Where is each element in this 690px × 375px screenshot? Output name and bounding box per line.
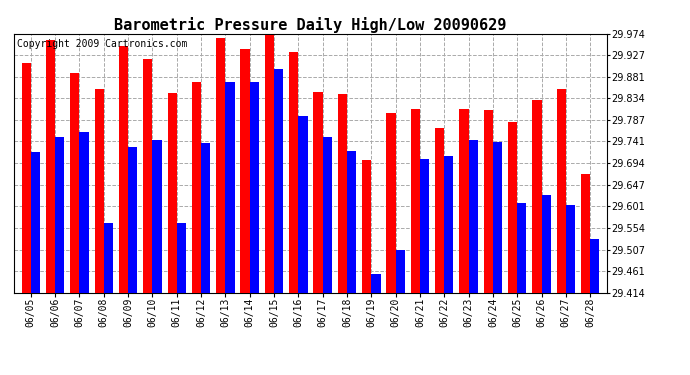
Bar bbox=[265, 34, 274, 292]
Bar bbox=[532, 100, 542, 292]
Bar bbox=[119, 46, 128, 292]
Bar bbox=[518, 203, 526, 292]
Bar bbox=[395, 249, 405, 292]
Bar bbox=[144, 59, 152, 292]
Bar bbox=[177, 223, 186, 292]
Bar bbox=[152, 140, 161, 292]
Bar bbox=[484, 111, 493, 292]
Bar bbox=[250, 82, 259, 292]
Bar bbox=[323, 137, 332, 292]
Bar bbox=[55, 137, 64, 292]
Bar bbox=[557, 89, 566, 292]
Bar bbox=[469, 140, 477, 292]
Bar bbox=[347, 151, 356, 292]
Bar bbox=[274, 69, 284, 292]
Bar bbox=[371, 273, 381, 292]
Bar bbox=[493, 142, 502, 292]
Bar bbox=[542, 195, 551, 292]
Bar bbox=[444, 156, 453, 292]
Bar bbox=[590, 239, 600, 292]
Bar bbox=[226, 82, 235, 292]
Bar bbox=[435, 128, 444, 292]
Bar bbox=[201, 143, 210, 292]
Bar bbox=[411, 109, 420, 292]
Bar bbox=[566, 205, 575, 292]
Bar bbox=[192, 82, 201, 292]
Bar bbox=[128, 147, 137, 292]
Bar bbox=[216, 38, 226, 292]
Title: Barometric Pressure Daily High/Low 20090629: Barometric Pressure Daily High/Low 20090… bbox=[115, 16, 506, 33]
Bar bbox=[104, 223, 113, 292]
Bar bbox=[420, 159, 429, 292]
Bar bbox=[386, 113, 395, 292]
Bar bbox=[240, 50, 250, 292]
Bar bbox=[337, 94, 347, 292]
Bar bbox=[46, 40, 55, 292]
Bar bbox=[362, 160, 371, 292]
Bar bbox=[313, 92, 323, 292]
Bar bbox=[298, 117, 308, 292]
Bar bbox=[31, 152, 40, 292]
Bar bbox=[79, 132, 89, 292]
Bar bbox=[581, 174, 590, 292]
Bar bbox=[289, 52, 298, 292]
Text: Copyright 2009 Cartronics.com: Copyright 2009 Cartronics.com bbox=[17, 39, 187, 49]
Bar bbox=[21, 63, 31, 292]
Bar bbox=[460, 109, 469, 292]
Bar bbox=[70, 73, 79, 292]
Bar bbox=[508, 122, 518, 292]
Bar bbox=[168, 93, 177, 292]
Bar bbox=[95, 89, 103, 292]
